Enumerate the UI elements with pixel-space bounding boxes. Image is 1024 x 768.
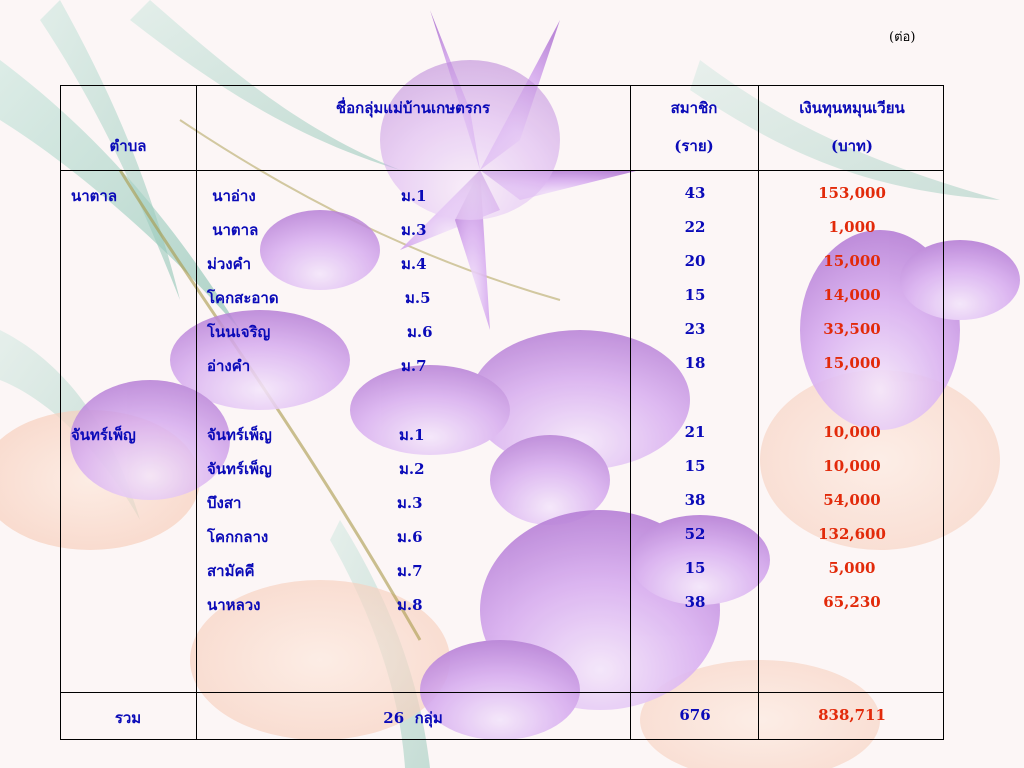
header-members-unit: (ราย) xyxy=(674,137,714,155)
group-moo: ม.3 xyxy=(401,221,427,239)
group-members: 38 xyxy=(684,593,706,611)
group-name: อ่างคำ xyxy=(207,357,251,375)
group-moo: ม.7 xyxy=(397,562,423,580)
group-fund: 54,000 xyxy=(823,491,881,509)
group-moo: ม.2 xyxy=(399,460,425,478)
group-fund: 1,000 xyxy=(828,218,876,236)
group-name: นาอ่าง xyxy=(207,187,256,205)
column-divider xyxy=(630,86,631,739)
data-table: ตำบล ชื่อกลุ่มแม่บ้านเกษตรกร สมาชิก (ราย… xyxy=(60,85,944,740)
group-name: นาตาล xyxy=(207,221,259,239)
group-name: จันทร์เพ็ญ xyxy=(207,460,272,478)
group-members: 21 xyxy=(684,423,706,441)
group-moo: ม.8 xyxy=(397,596,423,614)
group-members: 38 xyxy=(684,491,706,509)
group-moo: ม.7 xyxy=(401,357,427,375)
header-members: สมาชิก xyxy=(670,99,718,117)
group-moo: ม.6 xyxy=(397,528,423,546)
group-moo: ม.1 xyxy=(399,426,425,444)
group-members: 18 xyxy=(684,354,706,372)
total-groups: 26 กลุ่ม xyxy=(383,709,443,727)
column-divider xyxy=(758,86,759,739)
group-moo: ม.1 xyxy=(401,187,427,205)
group-name: โคกกลาง xyxy=(207,528,269,546)
group-members: 23 xyxy=(684,320,706,338)
tambon-label: จันทร์เพ็ญ xyxy=(71,426,136,444)
group-members: 15 xyxy=(684,457,706,475)
group-moo: ม.3 xyxy=(397,494,423,512)
group-moo: ม.4 xyxy=(401,255,427,273)
total-members: 676 xyxy=(679,706,711,724)
group-members: 22 xyxy=(684,218,706,236)
total-fund: 838,711 xyxy=(818,706,886,724)
group-fund: 10,000 xyxy=(823,423,881,441)
group-members: 15 xyxy=(684,559,706,577)
group-moo: ม.5 xyxy=(405,289,431,307)
column-divider xyxy=(196,86,197,739)
group-fund: 5,000 xyxy=(828,559,876,577)
group-fund: 15,000 xyxy=(823,252,881,270)
group-fund: 10,000 xyxy=(823,457,881,475)
header-group-name: ชื่อกลุ่มแม่บ้านเกษตรกร xyxy=(335,99,491,117)
group-fund: 65,230 xyxy=(823,593,881,611)
group-members: 15 xyxy=(684,286,706,304)
group-name: นาหลวง xyxy=(207,596,261,614)
total-divider xyxy=(61,692,943,693)
group-fund: 15,000 xyxy=(823,354,881,372)
continued-label: (ต่อ) xyxy=(889,30,916,45)
group-fund: 33,500 xyxy=(823,320,881,338)
group-name: จันทร์เพ็ญ xyxy=(207,426,272,444)
group-members: 20 xyxy=(684,252,706,270)
group-members: 52 xyxy=(684,525,706,543)
group-name: บึงสา xyxy=(207,494,242,512)
tambon-label: นาตาล xyxy=(71,187,118,205)
group-members: 43 xyxy=(684,184,706,202)
header-divider xyxy=(61,170,943,171)
header-fund-unit: (บาท) xyxy=(830,137,874,155)
group-fund: 14,000 xyxy=(823,286,881,304)
group-name: โนนเจริญ xyxy=(207,323,271,341)
total-label: รวม xyxy=(114,709,142,727)
group-fund: 153,000 xyxy=(818,184,886,202)
group-name: ม่วงคำ xyxy=(207,255,252,273)
header-tambon: ตำบล xyxy=(109,137,147,155)
group-fund: 132,600 xyxy=(818,525,886,543)
header-fund: เงินทุนหมุนเวียน xyxy=(799,99,905,117)
group-name: สามัคคี xyxy=(207,562,255,580)
group-moo: ม.6 xyxy=(407,323,433,341)
group-name: โคกสะอาด xyxy=(207,289,279,307)
